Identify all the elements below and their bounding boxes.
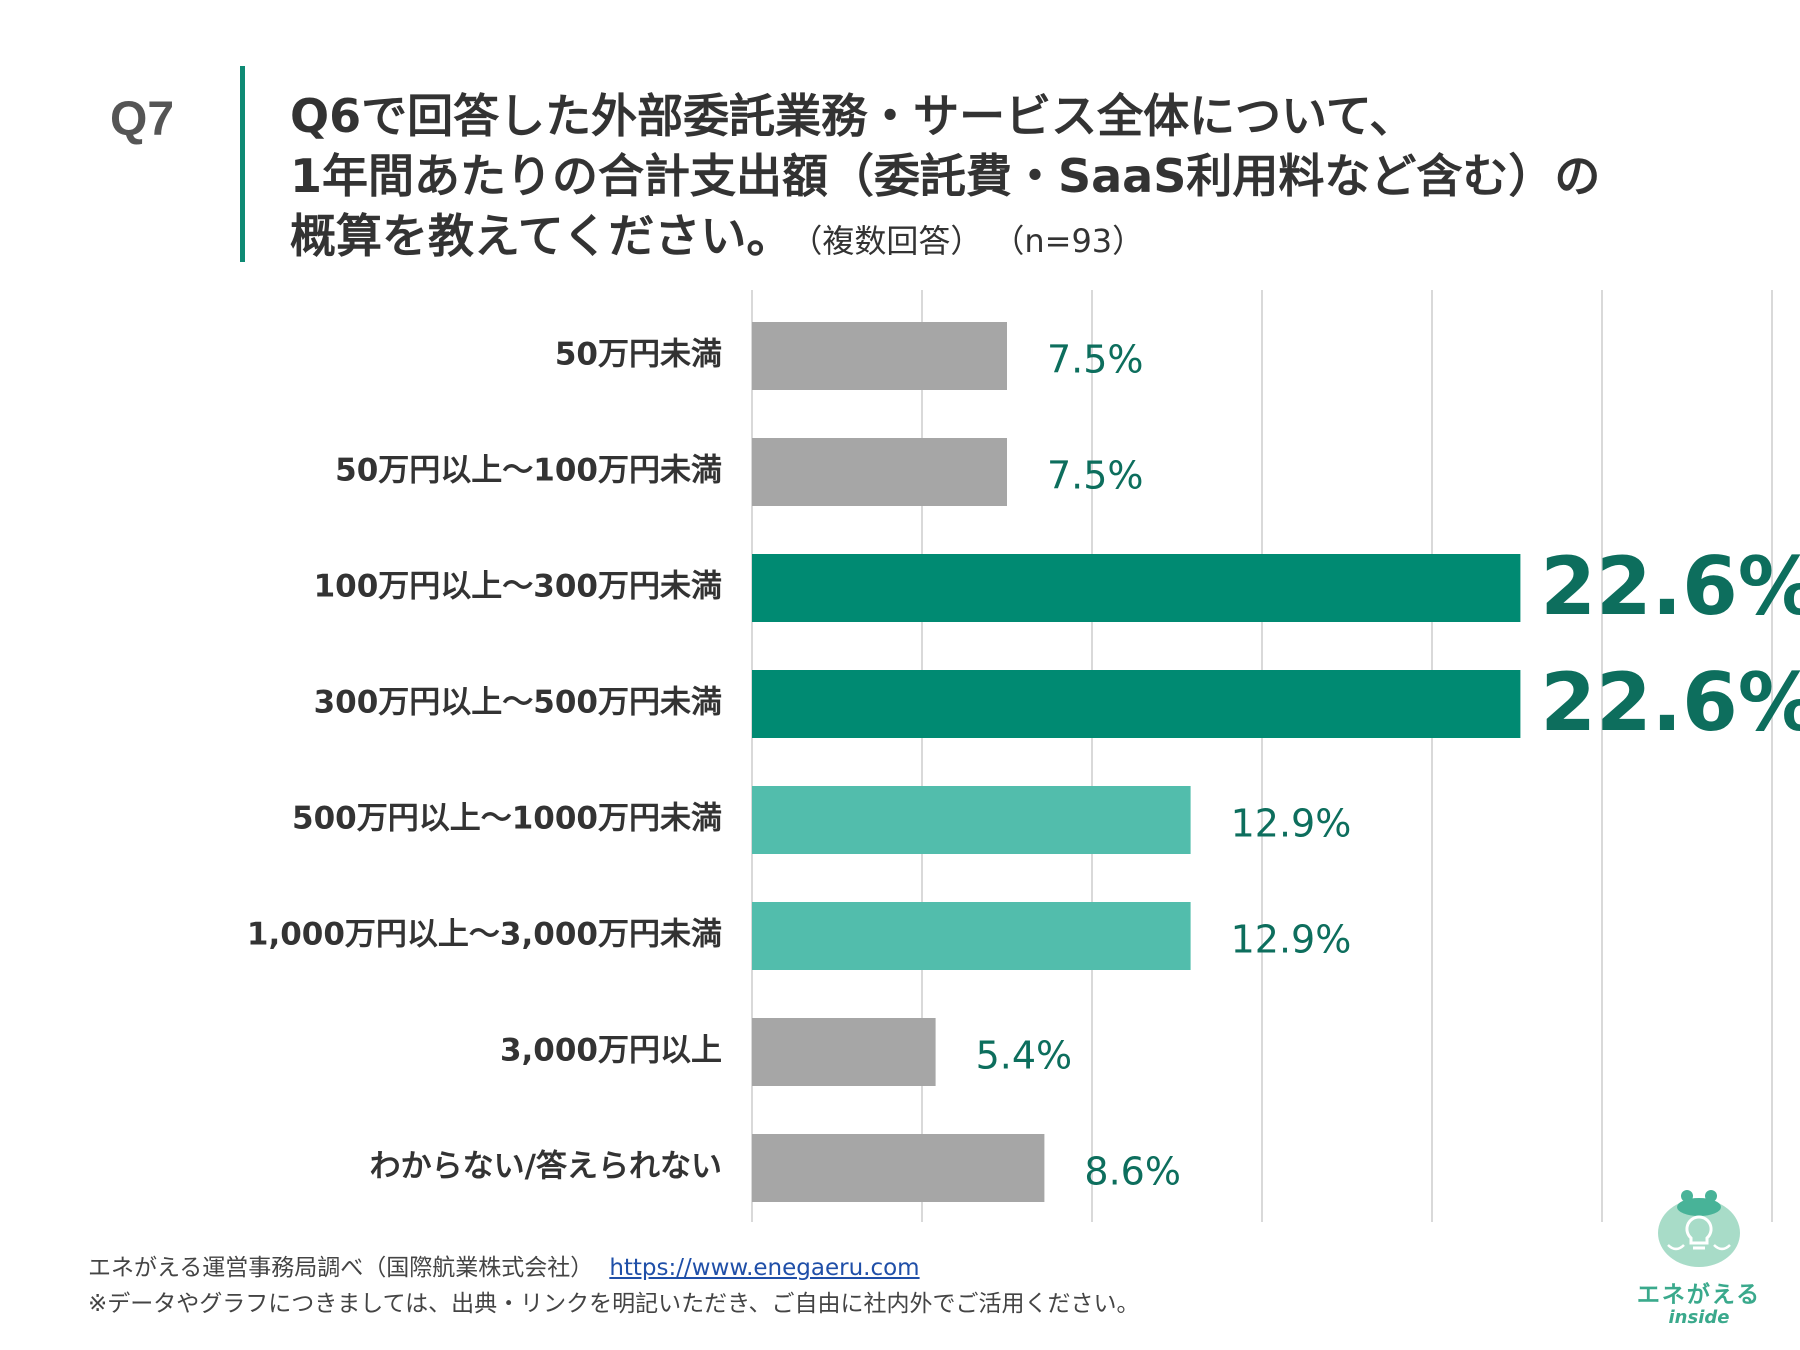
value-label: 12.9% (1231, 918, 1352, 962)
category-label: 100万円以上～300万円未満 (314, 569, 722, 605)
category-label: わからない/答えられない (370, 1149, 722, 1185)
title-line-1: Q6で回答した外部委託業務・サービス全体について、 (290, 89, 1416, 143)
enegaeru-logo: エネがえる inside (1634, 1187, 1764, 1328)
source-text: エネがえる運営事務局調べ（国際航業株式会社） (88, 1255, 594, 1281)
frog-bulb-icon (1658, 1190, 1740, 1267)
value-label: 7.5% (1047, 338, 1144, 382)
category-label: 3,000万円以上 (500, 1033, 722, 1069)
bar (752, 670, 1521, 738)
bar (752, 322, 1007, 390)
category-label: 1,000万円以上～3,000万円未満 (247, 917, 722, 953)
value-label: 22.6% (1540, 540, 1800, 633)
bar (752, 1018, 936, 1086)
logo-sub: inside (1668, 1307, 1730, 1328)
value-label: 8.6% (1084, 1150, 1181, 1194)
title-line-3: 概算を教えてください。 (290, 209, 793, 263)
value-label: 12.9% (1231, 802, 1352, 846)
bar (752, 554, 1521, 622)
value-label: 5.4% (976, 1034, 1073, 1078)
bar (752, 438, 1007, 506)
bar (752, 1134, 1045, 1202)
value-label: 22.6% (1540, 656, 1800, 749)
category-label: 500万円以上～1000万円未満 (292, 801, 722, 837)
footer: エネがえる運営事務局調べ（国際航業株式会社） https://www.enegae… (88, 1250, 1140, 1322)
bar-chart: 50万円未満 7.5% 50万円以上～100万円未満 7.5% 100万円以上～300万… (247, 290, 1800, 1222)
title-line-3-wrap: 概算を教えてください。 （複数回答） （n=93） (290, 206, 1770, 271)
source-link[interactable]: https://www.enegaeru.com (609, 1255, 920, 1281)
category-label: 50万円未満 (555, 337, 722, 373)
bar (752, 902, 1191, 970)
value-label: 7.5% (1047, 454, 1144, 498)
sample-size-note: （n=93） (1008, 222, 1145, 260)
title-line-2: 1年間あたりの合計支出額（委託費・SaaS利用料など含む）の (290, 149, 1601, 203)
category-label: 50万円以上～100万円未満 (335, 453, 722, 489)
question-number: Q7 (110, 93, 175, 146)
usage-note: ※データやグラフにつきましては、出典・リンクを明記いただき、ご自由に社内外でご活… (88, 1291, 1140, 1317)
category-label: 300万円以上～500万円未満 (314, 685, 722, 721)
bar (752, 786, 1191, 854)
logo-text: エネがえる (1636, 1282, 1762, 1308)
question-title: Q6で回答した外部委託業務・サービス全体について、 1年間あたりの合計支出額（委… (290, 86, 1770, 271)
title-accent-rule (240, 66, 245, 262)
multi-answer-note: （複数回答） (806, 222, 983, 260)
